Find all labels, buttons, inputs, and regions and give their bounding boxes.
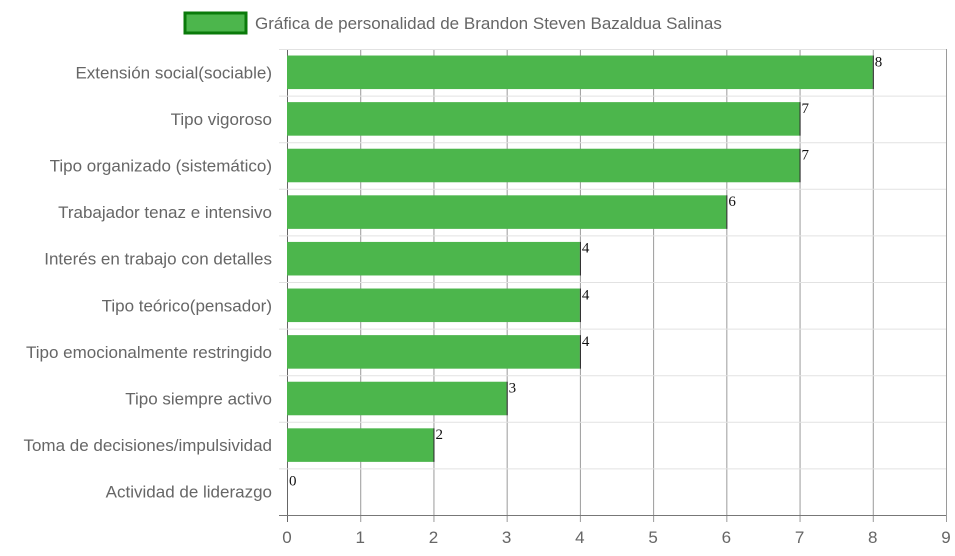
value-label: 2 (435, 427, 443, 443)
category-label: Tipo vigoroso (171, 110, 272, 129)
x-tick-label: 4 (575, 528, 584, 547)
x-tick-label: 6 (722, 528, 731, 547)
legend-swatch (183, 11, 248, 35)
x-tick-label: 3 (502, 528, 511, 547)
bar[interactable] (287, 335, 580, 369)
value-label: 7 (802, 101, 810, 117)
x-tick-labels: 0 1 2 3 4 5 6 7 8 9 (282, 528, 950, 547)
x-tick-label: 0 (282, 528, 291, 547)
value-label: 8 (875, 54, 883, 70)
category-label: Interés en trabajo con detalles (44, 250, 272, 269)
value-label: 4 (582, 287, 590, 303)
legend-label: Gráfica de personalidad de Brandon Steve… (255, 14, 722, 33)
category-label: Tipo siempre activo (125, 390, 272, 409)
category-label: Tipo emocionalmente restringido (26, 343, 272, 362)
x-tick-label: 9 (941, 528, 950, 547)
value-label: 3 (509, 381, 516, 397)
category-labels: Extensión social(sociable) Tipo vigoroso T… (23, 63, 272, 501)
value-label: 4 (582, 334, 590, 350)
x-tick-label: 7 (795, 528, 804, 547)
value-label: 6 (728, 194, 736, 210)
bar[interactable] (287, 428, 434, 462)
category-label: Extensión social(sociable) (75, 63, 272, 82)
bar[interactable] (287, 148, 800, 183)
x-tick-label: 8 (868, 528, 877, 547)
value-label: 7 (802, 148, 810, 164)
x-tick-label: 2 (429, 528, 438, 547)
value-label: 0 (289, 474, 297, 490)
category-label: Tipo teórico(pensador) (102, 296, 272, 315)
bar[interactable] (287, 102, 800, 136)
category-label: Toma de decisiones/impulsividad (23, 436, 272, 455)
bar[interactable] (287, 55, 873, 90)
x-tick-label: 5 (648, 528, 657, 547)
bar[interactable] (287, 381, 507, 416)
category-label: Tipo organizado (sistemático) (50, 157, 272, 176)
bar[interactable] (287, 195, 727, 229)
bar[interactable] (287, 241, 580, 276)
bar[interactable] (287, 288, 580, 323)
x-tick-label: 1 (355, 528, 364, 547)
legend[interactable]: Gráfica de personalidad de Brandon Steve… (183, 11, 722, 35)
bars (287, 55, 874, 462)
value-label: 4 (582, 241, 590, 257)
category-label: Actividad de liderazgo (106, 483, 272, 502)
value-labels: 8 7 7 6 4 4 4 3 2 0 (289, 54, 882, 489)
category-label: Trabajador tenaz e intensivo (58, 203, 272, 222)
